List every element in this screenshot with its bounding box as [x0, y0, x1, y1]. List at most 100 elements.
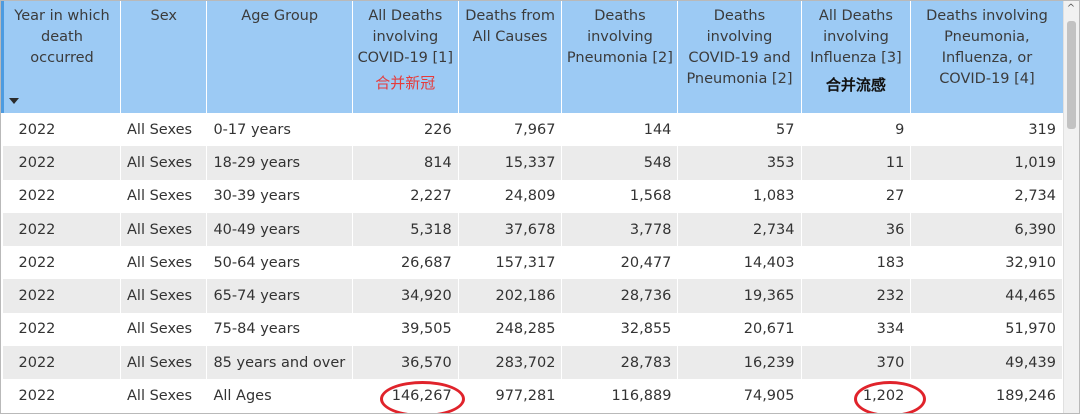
cell-pneumonia: 32,855 — [561, 312, 679, 347]
cell-covid-pneumonia: 2,734 — [677, 212, 802, 247]
cell-sex: All Sexes — [120, 312, 208, 347]
cell-pneumonia: 116,889 — [561, 379, 679, 413]
annotation-covid-note: 合并新冠 — [375, 74, 436, 92]
cell-covid-deaths: 5,318 — [352, 212, 459, 247]
column-header-label: Sex — [150, 8, 177, 24]
column-header-label: Deaths involving Pneumonia [2] — [566, 8, 673, 66]
cell-year: 2022 — [2, 379, 121, 413]
cell-influenza: 370 — [801, 346, 912, 380]
cell-sex: All Sexes — [120, 379, 208, 413]
cell-sex: All Sexes — [120, 146, 208, 180]
cell-sex: All Sexes — [120, 246, 208, 280]
cell-sex: All Sexes — [120, 113, 208, 147]
column-header-covid-pneumonia[interactable]: Deaths involving COVID-19 and Pneumonia … — [677, 1, 802, 113]
table-row: 2022 All Sexes 65-74 years 34,920 202,18… — [2, 279, 1063, 313]
cell-sex: All Sexes — [120, 212, 208, 247]
column-header-label: Deaths involving COVID-19 and Pneumonia … — [686, 8, 793, 87]
sort-descending-icon[interactable] — [9, 98, 19, 104]
cell-influenza: 334 — [801, 312, 912, 347]
cell-year: 2022 — [2, 312, 121, 347]
table-row-total: 2022 All Sexes All Ages 146,267 977,281 … — [2, 379, 1063, 413]
cell-pneumonia: 28,783 — [561, 346, 679, 380]
cell-pic: 319 — [910, 113, 1063, 147]
cell-pic: 2,734 — [910, 179, 1063, 213]
table-row: 2022 All Sexes 50-64 years 26,687 157,31… — [2, 246, 1063, 280]
cell-pic: 49,439 — [910, 346, 1063, 380]
column-header-label: All Deaths involving COVID-19 [1] — [357, 8, 454, 66]
vertical-scrollbar[interactable]: ^ — [1063, 1, 1079, 413]
table-row: 2022 All Sexes 75-84 years 39,505 248,28… — [2, 312, 1063, 347]
column-header-label: Deaths involving Pneumonia, Influenza, o… — [926, 8, 1048, 87]
cell-year: 2022 — [2, 113, 121, 147]
cell-pneumonia: 144 — [561, 113, 679, 147]
cell-age-group: 75-84 years — [206, 312, 353, 347]
cell-influenza: 9 — [801, 113, 912, 147]
column-header-all-causes[interactable]: Deaths from All Causes — [458, 1, 563, 113]
cell-pic: 32,910 — [910, 246, 1063, 280]
cell-pic: 51,970 — [910, 312, 1063, 347]
cell-year: 2022 — [2, 212, 121, 247]
cell-age-group: 18-29 years — [206, 146, 353, 180]
column-header-label: Year in which death occurred — [14, 8, 110, 66]
cell-covid-pneumonia: 1,083 — [677, 179, 802, 213]
cell-influenza: 27 — [801, 179, 912, 213]
cell-covid-pneumonia: 14,403 — [677, 246, 802, 280]
cell-all-causes: 283,702 — [458, 346, 563, 380]
table-row: 2022 All Sexes 0-17 years 226 7,967 144 … — [2, 113, 1063, 147]
cell-covid-deaths: 39,505 — [352, 312, 459, 347]
cell-influenza: 183 — [801, 246, 912, 280]
column-header-sex[interactable]: Sex — [120, 1, 208, 113]
cell-influenza: 11 — [801, 146, 912, 180]
cell-covid-pneumonia: 20,671 — [677, 312, 802, 347]
column-header-covid-deaths[interactable]: All Deaths involving COVID-19 [1] 合并新冠 — [352, 1, 459, 113]
table-row: 2022 All Sexes 30-39 years 2,227 24,809 … — [2, 179, 1063, 213]
cell-age-group: 85 years and over — [206, 346, 353, 380]
cell-pic: 44,465 — [910, 279, 1063, 313]
cell-covid-pneumonia: 16,239 — [677, 346, 802, 380]
cell-age-group: All Ages — [206, 379, 353, 413]
column-header-label: Age Group — [241, 8, 319, 24]
cell-covid-pneumonia: 74,905 — [677, 379, 802, 413]
cell-influenza: 36 — [801, 212, 912, 247]
cell-all-causes: 24,809 — [458, 179, 563, 213]
cell-covid-deaths: 36,570 — [352, 346, 459, 380]
cell-pneumonia: 28,736 — [561, 279, 679, 313]
table-row: 2022 All Sexes 18-29 years 814 15,337 54… — [2, 146, 1063, 180]
cell-all-causes: 202,186 — [458, 279, 563, 313]
cell-year: 2022 — [2, 279, 121, 313]
cell-all-causes: 7,967 — [458, 113, 563, 147]
cell-all-causes: 248,285 — [458, 312, 563, 347]
annotation-influenza-note: 合并流感 — [825, 76, 886, 94]
cell-pic: 6,390 — [910, 212, 1063, 247]
cell-year: 2022 — [2, 346, 121, 380]
column-header-pic[interactable]: Deaths involving Pneumonia, Influenza, o… — [910, 1, 1063, 113]
cell-pneumonia: 548 — [561, 146, 679, 180]
cell-age-group: 40-49 years — [206, 212, 353, 247]
column-header-influenza[interactable]: All Deaths involving Influenza [3] 合并流感 — [801, 1, 912, 113]
cell-pic: 1,019 — [910, 146, 1063, 180]
cell-all-causes: 37,678 — [458, 212, 563, 247]
cell-age-group: 65-74 years — [206, 279, 353, 313]
scroll-up-arrow-icon[interactable]: ^ — [1066, 3, 1076, 14]
cell-all-causes: 157,317 — [458, 246, 563, 280]
cell-covid-pneumonia: 353 — [677, 146, 802, 180]
cell-all-causes: 15,337 — [458, 146, 563, 180]
column-header-age-group[interactable]: Age Group — [206, 1, 353, 113]
cell-covid-deaths: 2,227 — [352, 179, 459, 213]
header-row: Year in which death occurred Sex Age Gro… — [1, 1, 1063, 113]
cell-covid-deaths: 226 — [352, 113, 459, 147]
column-header-label: Deaths from All Causes — [465, 8, 555, 45]
cell-sex: All Sexes — [120, 279, 208, 313]
cell-all-causes: 977,281 — [458, 379, 563, 413]
table-row: 2022 All Sexes 85 years and over 36,570 … — [2, 346, 1063, 380]
cell-covid-pneumonia: 57 — [677, 113, 802, 147]
cell-year: 2022 — [2, 179, 121, 213]
cell-pic: 189,246 — [910, 379, 1063, 413]
cell-age-group: 50-64 years — [206, 246, 353, 280]
cell-influenza: 232 — [801, 279, 912, 313]
scroll-thumb[interactable] — [1067, 21, 1076, 129]
column-header-pneumonia[interactable]: Deaths involving Pneumonia [2] — [561, 1, 679, 113]
column-header-year[interactable]: Year in which death occurred — [1, 1, 121, 113]
cell-covid-deaths: 814 — [352, 146, 459, 180]
